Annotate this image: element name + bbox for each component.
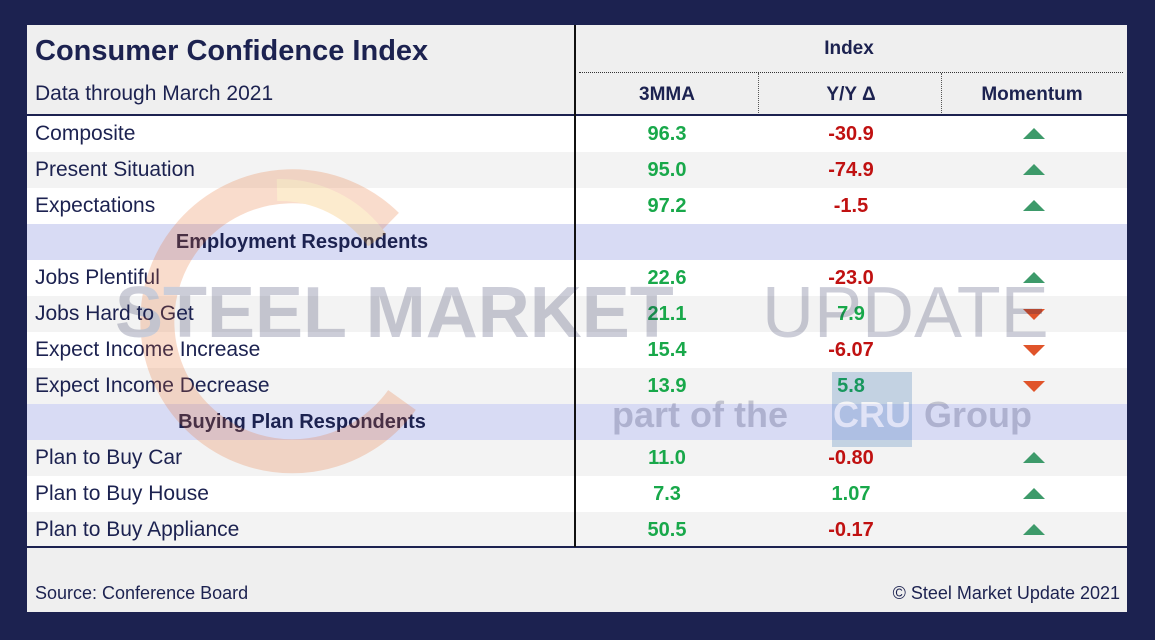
table-row: Plan to Buy Appliance 50.5 -0.17 (27, 512, 1127, 548)
cell-yoy: 1.07 (831, 483, 871, 505)
momentum-up-arrow-icon (1023, 524, 1045, 535)
table-subtitle: Data through March 2021 (35, 82, 274, 105)
momentum-down-arrow-icon (1023, 381, 1045, 392)
cell-yoy: -23.0 (828, 267, 874, 289)
cell-3mma: 11.0 (648, 447, 686, 469)
row-label: Jobs Plentiful (35, 266, 160, 289)
table-row: Jobs Plentiful 22.6 -23.0 (27, 260, 1127, 296)
cell-yoy: -0.80 (828, 447, 874, 469)
cell-yoy: 7.9 (837, 303, 865, 325)
header-rule (27, 114, 1127, 116)
cell-3mma: 50.5 (647, 519, 687, 541)
table-row: Expect Income Increase 15.4 -6.07 (27, 332, 1127, 368)
column-divider (941, 73, 942, 113)
column-header-momentum: Momentum (981, 84, 1083, 105)
cell-3mma: 22.6 (647, 267, 687, 289)
table-row: Composite 96.3 -30.9 (27, 116, 1127, 152)
momentum-down-arrow-icon (1023, 345, 1045, 356)
row-label: Present Situation (35, 158, 195, 181)
row-label: Jobs Hard to Get (35, 302, 194, 325)
table-row: Plan to Buy House 7.3 1.07 (27, 476, 1127, 512)
cell-yoy: -6.07 (828, 339, 874, 361)
cell-yoy: -30.9 (828, 123, 874, 145)
column-header-yoy: Y/Y Δ (826, 84, 876, 105)
momentum-up-arrow-icon (1023, 488, 1045, 499)
cell-3mma: 96.3 (647, 123, 687, 145)
section-header-row: Buying Plan Respondents (27, 404, 1127, 440)
header-dotted-divider (579, 72, 1123, 73)
row-label: Expectations (35, 194, 156, 217)
label-column-divider (574, 25, 576, 547)
index-group-header: Index (824, 38, 874, 59)
table-header: Consumer Confidence Index Data through M… (27, 25, 1127, 115)
cell-3mma: 95.0 (647, 159, 687, 181)
cell-3mma: 21.1 (647, 303, 687, 325)
table-row: Expectations 97.2 -1.5 (27, 188, 1127, 224)
section-header-row: Employment Respondents (27, 224, 1127, 260)
section-label: Buying Plan Respondents (178, 411, 426, 433)
source-note: Source: Conference Board (35, 583, 249, 603)
table-title: Consumer Confidence Index (35, 35, 429, 67)
cell-3mma: 7.3 (653, 483, 681, 505)
cell-3mma: 13.9 (647, 375, 687, 397)
table-row: Expect Income Decrease 13.9 5.8 (27, 368, 1127, 404)
momentum-up-arrow-icon (1023, 452, 1045, 463)
cell-yoy: -74.9 (828, 159, 874, 181)
table-footer: Source: Conference Board © Steel Market … (27, 548, 1127, 612)
bottom-rule (27, 546, 1127, 548)
row-label: Plan to Buy Appliance (35, 518, 240, 541)
momentum-up-arrow-icon (1023, 200, 1045, 211)
section-label: Employment Respondents (175, 231, 429, 253)
cell-3mma: 15.4 (647, 339, 687, 361)
copyright-note: © Steel Market Update 2021 (892, 583, 1120, 603)
table-row: Jobs Hard to Get 21.1 7.9 (27, 296, 1127, 332)
momentum-down-arrow-icon (1023, 309, 1045, 320)
cell-yoy: -0.17 (828, 519, 874, 541)
table-row: Plan to Buy Car 11.0 -0.80 (27, 440, 1127, 476)
row-label: Plan to Buy House (35, 482, 209, 505)
row-label: Composite (35, 122, 136, 145)
momentum-up-arrow-icon (1023, 272, 1045, 283)
column-divider (758, 73, 759, 113)
cell-3mma: 97.2 (647, 195, 687, 217)
row-label: Expect Income Decrease (35, 374, 270, 397)
row-label: Expect Income Increase (35, 338, 261, 361)
cell-yoy: 5.8 (837, 375, 865, 397)
row-label: Plan to Buy Car (35, 446, 183, 469)
table-row: Present Situation 95.0 -74.9 (27, 152, 1127, 188)
momentum-up-arrow-icon (1023, 164, 1045, 175)
momentum-up-arrow-icon (1023, 128, 1045, 139)
cell-yoy: -1.5 (833, 195, 869, 217)
column-header-3mma: 3MMA (639, 84, 695, 105)
table-panel: Consumer Confidence Index Data through M… (27, 25, 1127, 612)
